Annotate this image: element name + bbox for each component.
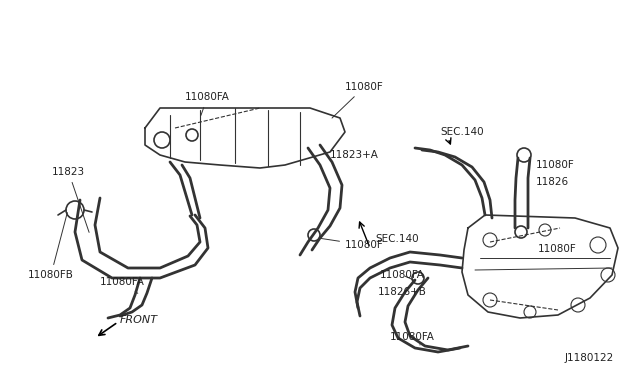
- Text: 11080FA: 11080FA: [100, 277, 145, 294]
- Text: 11823: 11823: [52, 167, 89, 232]
- Text: SEC.140: SEC.140: [440, 127, 484, 137]
- Text: 11080FA: 11080FA: [380, 270, 425, 281]
- Text: SEC.140: SEC.140: [375, 234, 419, 244]
- Text: 11826+B: 11826+B: [378, 287, 427, 297]
- Text: 11080F: 11080F: [536, 160, 575, 170]
- Text: 11080F: 11080F: [538, 244, 577, 254]
- Text: 11080FA: 11080FA: [390, 332, 435, 345]
- Text: J1180122: J1180122: [565, 353, 614, 363]
- Text: 11823+A: 11823+A: [330, 150, 379, 160]
- Text: 11080FA: 11080FA: [185, 92, 230, 115]
- Text: 11826: 11826: [536, 177, 569, 187]
- Text: 11080F: 11080F: [321, 238, 384, 250]
- Text: 11080FB: 11080FB: [28, 213, 74, 280]
- Text: FRONT: FRONT: [120, 315, 158, 325]
- Text: 11080F: 11080F: [332, 82, 384, 118]
